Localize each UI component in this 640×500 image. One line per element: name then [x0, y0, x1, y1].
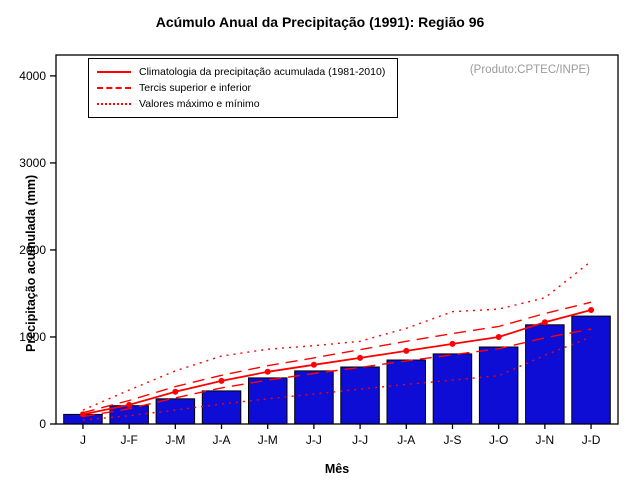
line-dashed — [82, 328, 592, 418]
x-tick-label: J-M — [165, 433, 185, 447]
bar — [478, 346, 519, 425]
climatology-marker — [403, 347, 410, 354]
bar — [248, 377, 288, 425]
y-tick-label: 3000 — [19, 156, 46, 170]
x-tick-label: J-N — [536, 433, 555, 447]
chart-title: Acúmulo Anual da Precipitação (1991): Re… — [155, 14, 485, 30]
bar — [201, 390, 242, 425]
plot-border — [55, 54, 619, 425]
bar — [571, 315, 611, 425]
x-tick-label: J-A — [397, 433, 415, 447]
x-axis-label: Mês — [324, 462, 350, 476]
climatology-marker — [449, 340, 456, 347]
bar — [525, 324, 565, 425]
x-tick-label: J-J — [306, 433, 322, 447]
legend-label: Climatologia da precipitação acumulada (… — [139, 66, 386, 78]
climatology-marker — [126, 401, 133, 408]
y-tick-label: 2000 — [19, 243, 46, 257]
x-tick-label: J-M — [258, 433, 278, 447]
x-tick-label: J-J — [352, 433, 368, 447]
y-tick-label: 4000 — [19, 69, 46, 83]
climatology-marker — [218, 377, 225, 384]
x-tick-label: J-A — [213, 433, 231, 447]
producer-watermark: (Produto:CPTEC/INPE) — [469, 64, 590, 76]
bar — [294, 370, 334, 425]
y-tick-label: 0 — [39, 417, 46, 431]
climatology-marker — [357, 354, 364, 361]
climatology-marker — [588, 307, 595, 313]
line-dashed — [82, 301, 592, 414]
legend-item-climatology: Climatologia da precipitação acumulada (… — [97, 64, 385, 80]
climatology-marker — [172, 388, 179, 395]
bars-group — [63, 315, 611, 425]
climatology-marker — [495, 334, 502, 340]
x-tick-label: J-F — [120, 433, 137, 447]
line-dotted — [82, 260, 592, 411]
bar — [340, 366, 380, 425]
bar — [386, 359, 426, 425]
line-dotted — [82, 336, 592, 421]
legend-item-tercis: Tercis superior e inferior — [97, 80, 385, 96]
legend-label: Tercis superior e inferior — [139, 82, 252, 94]
legend-item-max-min: Valores máximo e mínimo — [97, 96, 385, 112]
dashed-line-icon — [97, 87, 131, 89]
legend-box: Climatologia da precipitação acumulada (… — [88, 58, 399, 118]
x-tick-label: J-O — [489, 433, 508, 447]
climatology-marker — [310, 361, 317, 368]
bar — [432, 353, 473, 425]
x-tick-label: J — [80, 433, 86, 447]
y-tick-label: 1000 — [19, 330, 46, 344]
bar — [155, 398, 196, 425]
climatology-marker — [264, 368, 271, 375]
line-solid — [82, 309, 592, 416]
climatology-marker — [541, 319, 548, 326]
dotted-line-icon — [97, 103, 131, 105]
x-tick-label: J-D — [582, 433, 601, 447]
legend-label: Valores máximo e mínimo — [139, 98, 260, 110]
x-tick-label: J-S — [443, 433, 461, 447]
solid-line-icon — [97, 71, 131, 73]
